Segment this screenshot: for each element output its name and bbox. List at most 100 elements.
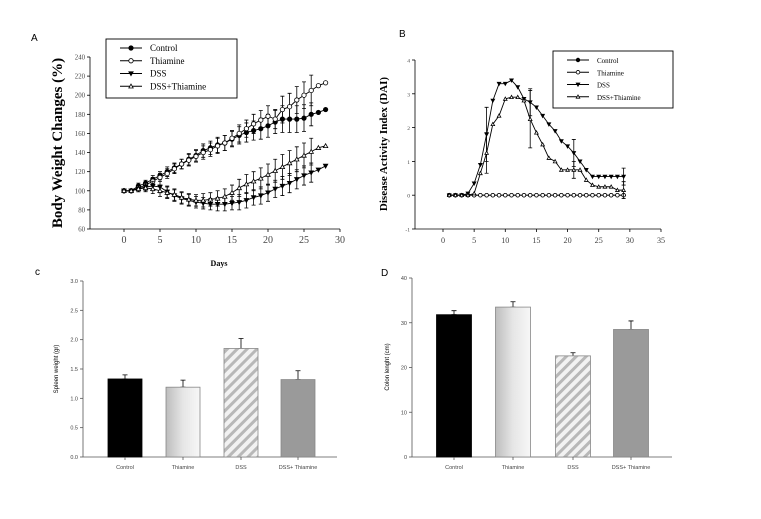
error-bar [122,374,128,380]
data-point [577,192,583,198]
data-point [484,192,489,198]
data-point [214,195,221,201]
data-point [528,192,533,198]
bar [613,329,649,458]
chart-d: 0 10 20 30 40 Control Thiamine DSS DSS+ Thiamine [401,276,672,471]
data-point [565,167,571,172]
data-point [552,158,558,164]
data-point [571,192,576,198]
data-point [236,200,243,206]
data-point [128,187,135,193]
x-tick-label: 5 [158,235,163,246]
data-point [452,192,458,198]
data-point [608,192,614,198]
data-point [521,192,527,198]
data-point [496,192,502,198]
panel-label-c: c [35,267,40,278]
panel-label-d: D [381,268,388,279]
bar [223,348,259,458]
data-point [294,116,300,122]
y-tick-label: 2.0 [70,338,78,344]
data-point [265,113,271,119]
y-tick-label: 1.0 [70,396,78,402]
error-bar [238,338,244,349]
data-point [301,152,307,158]
data-point [515,94,521,100]
data-point [258,117,264,123]
x-tick-label: 10 [501,236,509,245]
y-tick-label: 160 [75,131,86,138]
legend-box [105,38,238,99]
data-point [315,167,322,173]
data-point [229,135,235,141]
data-point [286,104,293,110]
y-tick-label: 120 [75,169,86,176]
data-point [540,192,545,198]
y-tick-label: 0.0 [70,455,78,461]
data-point [272,186,279,192]
x-tick-label: 20 [564,236,572,245]
legend-marker [575,94,581,99]
x-tick-label: 0 [441,236,445,245]
x-tick-label: 15 [227,235,237,246]
data-point [164,189,171,195]
y-tick-label: 180 [75,112,86,119]
legend-marker [575,70,581,75]
data-point [509,78,514,83]
data-point [565,192,570,198]
data-point [257,175,264,181]
y-tick-label: 0.5 [70,426,78,432]
data-point [308,111,314,117]
data-point [490,98,496,104]
data-point [583,177,589,182]
data-point [471,190,477,196]
data-point [552,192,558,198]
data-point [279,183,286,190]
data-point [171,191,178,197]
data-point [503,192,508,198]
data-point [558,139,564,144]
data-point [596,192,601,198]
data-point [565,144,571,149]
data-point [243,198,250,204]
data-point [602,192,608,198]
data-point [286,180,293,187]
chart-c-ylabel: Spleen weight (gr) [54,345,60,394]
data-point [621,174,627,180]
y-tick-label: 0 [404,455,407,461]
legend-label: Control [597,57,618,65]
data-point [515,85,521,90]
data-point [236,184,243,191]
y-tick-label: 80 [78,207,85,214]
x-tick-label: 10 [191,235,201,246]
data-point [465,192,471,198]
data-point [301,115,307,121]
data-point [164,170,170,177]
data-point [608,174,614,180]
error-bar [570,352,576,357]
y-tick-label: 240 [75,55,86,62]
data-point [322,106,329,113]
x-tick-label: Thiamine [502,465,525,471]
data-point [614,187,620,192]
data-point [558,167,564,172]
data-point [157,187,163,193]
data-point [250,195,257,201]
data-point [621,187,627,192]
legend-marker [575,57,581,63]
series-dss-thiamine [121,137,329,208]
chart-d-ylabel: Colon lenght (cm) [385,343,391,390]
y-tick-label: 1.5 [70,367,78,373]
y-tick-label: 200 [75,93,86,100]
x-tick-label: DSS+ Thiamine [612,465,651,471]
legend-label: DSS+Thiamine [150,81,206,91]
data-point [477,170,483,176]
data-point [471,181,477,186]
y-tick-label: 30 [401,321,407,327]
data-point [185,196,192,202]
chart-a-ylabel: Body Weight Changes (%) [50,58,66,228]
data-point [577,159,583,165]
data-point [236,130,242,137]
bar [495,306,531,458]
data-point [272,167,279,173]
